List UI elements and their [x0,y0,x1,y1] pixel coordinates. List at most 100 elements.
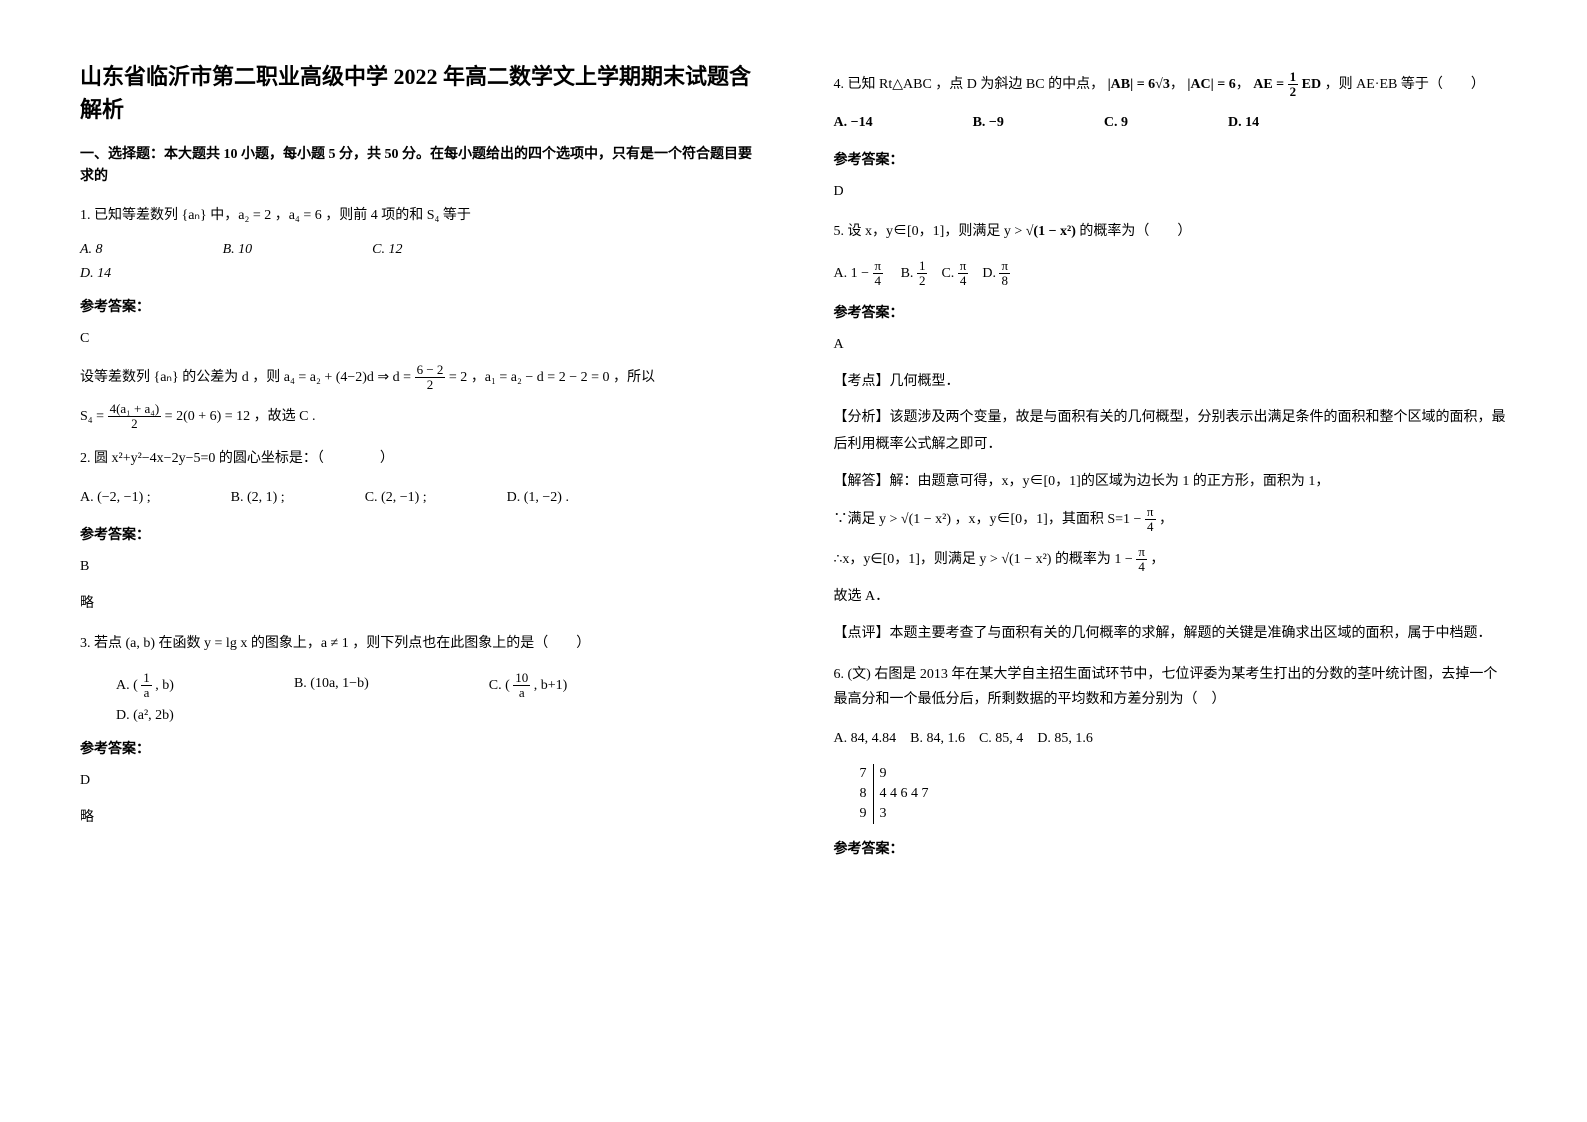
q3-ans: D [80,768,754,795]
q4-ae: AE = 1 2 ED [1253,77,1324,92]
q1-expl1-pre: 设等差数列 {aₙ} 的公差为 d ，则 [80,370,284,385]
q3-stem: 3. 若点 (a, b) 在函数 y = lg x 的图象上，a ≠ 1 ，则下… [80,631,754,656]
stem-cell: 8 [854,784,874,804]
q2-ans-head: 参考答案： [80,524,754,544]
q3-optA-m2: , b) [155,678,174,693]
section-heading: 一、选择题：本大题共 10 小题，每小题 5 分，共 50 分。在每小题给出的四… [80,144,754,189]
q5-optD: D. π 8 [982,266,1010,281]
frac-num: 1 [917,259,928,274]
q5-tag2: 【分析】该题涉及两个变量，故是与面积有关的几何概型，分别表示出满足条件的面积和整… [834,405,1508,458]
frac-num: π [873,259,884,274]
q6-stem: 6. (文) 右图是 2013 年在某大学自主招生面试环节中，七位评委为某考生打… [834,662,1508,712]
frac-den: 4 [958,274,969,288]
leaf-cell: 3 [873,804,935,824]
stemleaf-row: 8 4 4 6 4 7 [854,784,935,804]
stemleaf-row: 7 9 [854,764,935,784]
frac-num: π [958,259,969,274]
q4-optB: B. −9 [973,110,1004,135]
frac-den: a [141,686,152,700]
q5-options: A. 1 − π 4 B. 1 2 C. π 4 D. [834,259,1508,289]
q1-explain-1: 设等差数列 {aₙ} 的公差为 d ，则 a₄ = a₂ + (4−2)d ⇒ … [80,363,754,393]
q4-optD: D. 14 [1228,110,1259,135]
q5l1-sqrt: √(1 − x²) [901,512,951,527]
right-column: 4. 已知 Rt△ABC ，点 D 为斜边 BC 的中点， |AB| = 6√3… [794,0,1587,1122]
q2-optC: C. (2, −1) ; [365,485,427,510]
q2-optA: A. (−2, −1) ; [80,485,151,510]
frac-den: 4 [873,274,884,288]
q5-stem-post: 的概率为（ ） [1079,224,1191,239]
q5-stem-pre: 5. 设 x，y∈[0，1]，则满足 y > [834,224,1026,239]
stem-cell: 9 [854,804,874,824]
q4-ac: |AC| = 6 [1187,77,1235,92]
q5l2-mid: 的概率为 1 − [1055,552,1136,567]
q4-optC: C. 9 [1104,110,1128,135]
frac-num: 6 − 2 [415,363,446,378]
frac-den: 4 [1145,520,1156,534]
frac-num: 1 [1288,70,1299,85]
q2-optD: D. (1, −2) . [507,485,569,510]
doc-title: 山东省临沂市第二职业高级中学 2022 年高二数学文上学期期末试题含解析 [80,60,754,126]
leaf-cell: 4 4 6 4 7 [873,784,935,804]
q5D-pre: D. [982,266,999,281]
q1-optA: A. 8 [80,242,103,258]
q5-stem-sqrt: √(1 − x²) [1026,224,1076,239]
frac-den: 8 [999,274,1010,288]
frac-den: 4 [1136,560,1147,574]
left-column: 山东省临沂市第二职业高级中学 2022 年高二数学文上学期期末试题含解析 一、选… [0,0,794,1122]
q3-optC: C. ( 10 a , b+1) [489,671,568,701]
q5-line3: 故选 A． [834,584,1508,611]
q3-options-row1: A. ( 1 a , b) B. (10a, 1−b) C. ( 10 a , … [80,671,754,701]
frac-num: 1 [141,671,152,686]
q5-tag3: 【解答】解：由题意可得，x，y∈[0，1]的区域为边长为 1 的正方形，面积为 … [834,469,1508,496]
q2-stem: 2. 圆 x²+y²−4x−2y−5=0 的圆心坐标是：（ ） [80,446,754,471]
q3-optB: B. (10a, 1−b) [294,671,369,701]
q1-optB: B. 10 [223,242,253,258]
q1-stem: 1. 已知等差数列 {aₙ} 中，a₂ = 2 ，a₄ = 6 ，则前 4 项的… [80,203,754,228]
q5D-frac: π 8 [999,259,1010,289]
q3-optA-frac: 1 a [141,671,152,701]
q5C-pre: C. [941,266,957,281]
q5l1-post: ， [1159,512,1173,527]
q5l1-frac: π 4 [1145,505,1156,535]
frac-num: 4(a₁ + a₄) [108,402,162,417]
q5A-frac: π 4 [873,259,884,289]
q6-options: A. 84, 4.84 B. 84, 1.6 C. 85, 4 D. 85, 1… [834,726,1508,753]
q3-ans-head: 参考答案： [80,738,754,758]
q1-ans-head: 参考答案： [80,296,754,316]
q1-optD: D. 14 [80,266,754,282]
frac-den: 2 [415,378,446,392]
q5B-pre: B. [901,266,917,281]
frac-num: π [1145,505,1156,520]
q2-options: A. (−2, −1) ; B. (2, 1) ; C. (2, −1) ; D… [80,485,754,510]
q1-expl2-pre: S₄ = [80,409,108,424]
stemleaf-row: 9 3 [854,804,935,824]
q6-optB: B. 84, 1.6 [910,731,965,746]
q3-note: 略 [80,805,754,832]
q6-stemleaf: 7 9 8 4 4 6 4 7 9 3 [854,764,935,824]
q5l2-frac: π 4 [1136,545,1147,575]
q6-optA: A. 84, 4.84 [834,731,897,746]
q1-expl1-math: a₄ = a₂ + (4−2)d ⇒ d = [284,370,415,385]
q6-ans-head: 参考答案： [834,838,1508,858]
frac-num: 10 [513,671,530,686]
q4-ae-post: ED [1302,77,1321,92]
q1-explain-2: S₄ = 4(a₁ + a₄) 2 = 2(0 + 6) = 12 ，故选 C … [80,402,754,432]
q1-ans: C [80,326,754,353]
q1-options-row1: A. 8 B. 10 C. 12 [80,242,754,258]
q3-optD: D. (a², 2b) [116,708,754,724]
q5A-pre: A. 1 − [834,266,873,281]
q5C-frac: π 4 [958,259,969,289]
q3-optA-pre: A. [116,678,133,693]
q5-optB: B. 1 2 [901,266,931,281]
q1-expl1-mid: ，a₁ = a₂ − d = 2 − 2 = 0 ，所以 [471,370,655,385]
q5l2-pre: ∴x，y∈[0，1]，则满足 y > [834,552,1002,567]
frac-num: π [1136,545,1147,560]
q5l2-post: ， [1150,552,1164,567]
q4-ans-head: 参考答案： [834,149,1508,169]
q6-optD: D. 85, 1.6 [1037,731,1093,746]
q4-optA: A. −14 [834,110,873,135]
q2-note: 略 [80,591,754,618]
q5B-frac: 1 2 [917,259,928,289]
q5-ans-head: 参考答案： [834,302,1508,322]
q4-ae-pre: AE = [1253,77,1287,92]
